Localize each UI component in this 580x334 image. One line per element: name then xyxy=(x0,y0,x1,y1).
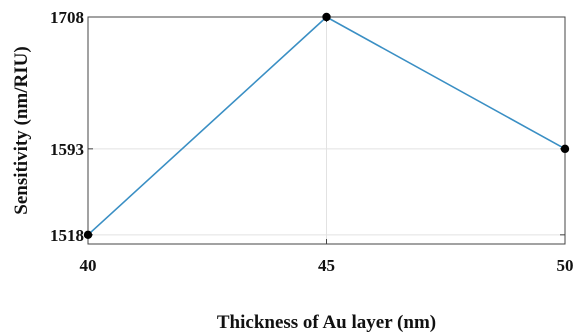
x-tick-label: 40 xyxy=(80,256,97,275)
grid-lines xyxy=(87,16,566,244)
x-tick-label: 45 xyxy=(318,256,335,275)
data-point xyxy=(322,12,331,22)
y-tick-label: 1593 xyxy=(50,140,84,159)
x-axis-label: Thickness of Au layer (nm) xyxy=(217,312,436,333)
series-layer xyxy=(83,12,570,240)
y-tick-label: 1708 xyxy=(50,8,84,27)
x-tick-label: 50 xyxy=(557,256,574,275)
data-point xyxy=(560,144,570,154)
data-point xyxy=(83,230,93,240)
y-tick-label: 1518 xyxy=(50,226,84,245)
y-axis-label: Sensitivity (nm/RIU) xyxy=(11,46,32,214)
tick-labels: 40 45 50 1518 1593 1708 xyxy=(50,8,574,275)
